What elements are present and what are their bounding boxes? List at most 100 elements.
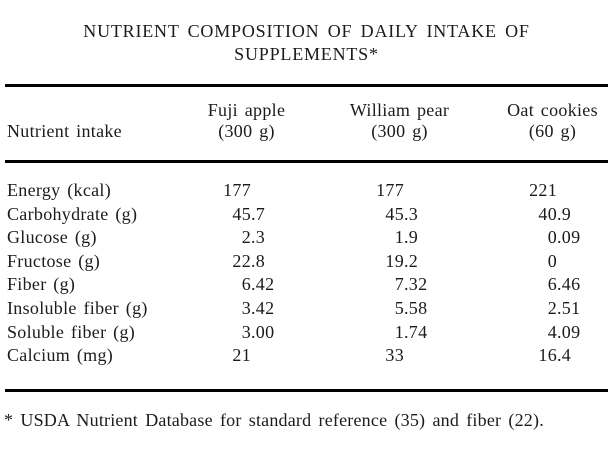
cell-value: 177	[170, 179, 323, 203]
value-frac: .42	[251, 274, 275, 295]
cell-value: 1.74	[323, 321, 476, 345]
table-header-rule	[5, 160, 608, 163]
value-int: 1	[394, 227, 404, 248]
value-frac: .09	[557, 227, 581, 248]
cell-value: 177	[323, 179, 476, 203]
cell-value: 1.9	[323, 226, 476, 250]
table-row-insoluble-fiber: Insoluble fiber (g) 3.42 5.58 2.51	[7, 297, 613, 321]
cell-value: 40.9	[476, 203, 613, 227]
value-int: 177	[376, 180, 404, 200]
table-top-rule	[5, 84, 608, 87]
cell-value: 0	[476, 250, 613, 274]
column-header-oat-cookies: Oat cookies (60 g)	[476, 100, 613, 142]
value-int: 22	[232, 250, 251, 271]
value-frac: .3	[404, 203, 419, 224]
cell-value: 3.00	[170, 321, 323, 345]
row-label: Soluble fiber (g)	[7, 321, 136, 342]
value-int: 6	[547, 274, 557, 295]
table-bottom-rule	[5, 388, 608, 392]
cell-value: 5.58	[323, 297, 476, 321]
cell-value: 6.46	[476, 273, 613, 297]
cell-value: 6.42	[170, 273, 323, 297]
row-label: Calcium (mg)	[7, 345, 114, 366]
value-int: 3	[241, 321, 251, 342]
value-int: 7	[394, 274, 404, 295]
row-label: Fiber (g)	[7, 274, 76, 295]
value-int: 0	[547, 227, 557, 248]
column-name: Oat cookies	[507, 100, 598, 120]
row-header-label: Nutrient intake	[7, 121, 122, 141]
table-title-line-1: NUTRIENT COMPOSITION OF DAILY INTAKE OF	[83, 21, 530, 41]
cell-value: 16.4	[476, 344, 613, 368]
value-int: 6	[241, 274, 251, 295]
table-row-energy: Energy (kcal) 177 177 221	[7, 179, 613, 203]
cell-value: 221	[476, 179, 613, 203]
value-frac: .00	[251, 321, 275, 342]
table-row-glucose: Glucose (g) 2.3 1.9 0.09	[7, 226, 613, 250]
cell-value: 45.3	[323, 203, 476, 227]
cell-value: 2.51	[476, 297, 613, 321]
value-int: 2	[241, 227, 251, 248]
cell-value: 4.09	[476, 321, 613, 345]
table-body: Energy (kcal) 177 177 221 Carbohydrate (…	[0, 163, 613, 368]
row-label: Carbohydrate (g)	[7, 203, 138, 224]
table-row-calcium: Calcium (mg) 21 33 16.4	[7, 344, 613, 368]
table-title-line-2: SUPPLEMENTS*	[234, 44, 379, 64]
value-frac: .74	[404, 321, 428, 342]
value-frac: .4	[557, 345, 572, 366]
table-title: NUTRIENT COMPOSITION OF DAILY INTAKE OF …	[0, 0, 613, 66]
value-frac: .09	[557, 321, 581, 342]
table-footnote: * USDA Nutrient Database for standard re…	[4, 409, 544, 430]
value-int: 177	[223, 180, 251, 200]
table-header-row: Nutrient intake Fuji apple (300 g) Willi…	[0, 87, 613, 160]
value-frac: .2	[404, 250, 419, 271]
cell-value: 21	[170, 344, 323, 368]
value-frac: .58	[404, 297, 428, 318]
value-int: 19	[385, 250, 404, 271]
row-label: Fructose (g)	[7, 250, 101, 271]
table-row-carbohydrate: Carbohydrate (g) 45.7 45.3 40.9	[7, 203, 613, 227]
row-label: Energy (kcal)	[7, 180, 112, 200]
row-label: Insoluble fiber (g)	[7, 297, 148, 318]
value-frac: .46	[557, 274, 581, 295]
value-int: 21	[232, 345, 251, 366]
value-int: 2	[547, 297, 557, 318]
cell-value: 2.3	[170, 226, 323, 250]
value-int: 40	[538, 203, 557, 224]
cell-value: 45.7	[170, 203, 323, 227]
value-frac: .3	[251, 227, 266, 248]
cell-value: 19.2	[323, 250, 476, 274]
value-int: 221	[529, 180, 557, 200]
value-int: 4	[547, 321, 557, 342]
column-name: Fuji apple	[207, 100, 286, 120]
cell-value: 22.8	[170, 250, 323, 274]
value-int: 5	[394, 297, 404, 318]
value-int: 1	[394, 321, 404, 342]
cell-value: 0.09	[476, 226, 613, 250]
value-frac: .9	[557, 203, 572, 224]
table-row-fiber: Fiber (g) 6.42 7.32 6.46	[7, 273, 613, 297]
column-amount: (300 g)	[371, 121, 428, 141]
value-frac: .8	[251, 250, 266, 271]
value-frac: .51	[557, 297, 581, 318]
column-name: William pear	[349, 100, 450, 120]
cell-value: 3.42	[170, 297, 323, 321]
value-frac: .32	[404, 274, 428, 295]
column-header-william-pear: William pear (300 g)	[323, 100, 476, 142]
value-int: 45	[385, 203, 404, 224]
value-int: 45	[232, 203, 251, 224]
column-header-fuji-apple: Fuji apple (300 g)	[170, 100, 323, 142]
value-int: 3	[241, 297, 251, 318]
value-int: 16	[538, 345, 557, 366]
cell-value: 33	[323, 344, 476, 368]
value-int: 0	[547, 250, 557, 271]
table-row-fructose: Fructose (g) 22.8 19.2 0	[7, 250, 613, 274]
column-amount: (300 g)	[218, 121, 275, 141]
value-frac: .9	[404, 227, 419, 248]
value-int: 33	[385, 345, 404, 366]
value-frac: .42	[251, 297, 275, 318]
cell-value: 7.32	[323, 273, 476, 297]
row-label: Glucose (g)	[7, 227, 97, 248]
value-frac: .7	[251, 203, 266, 224]
